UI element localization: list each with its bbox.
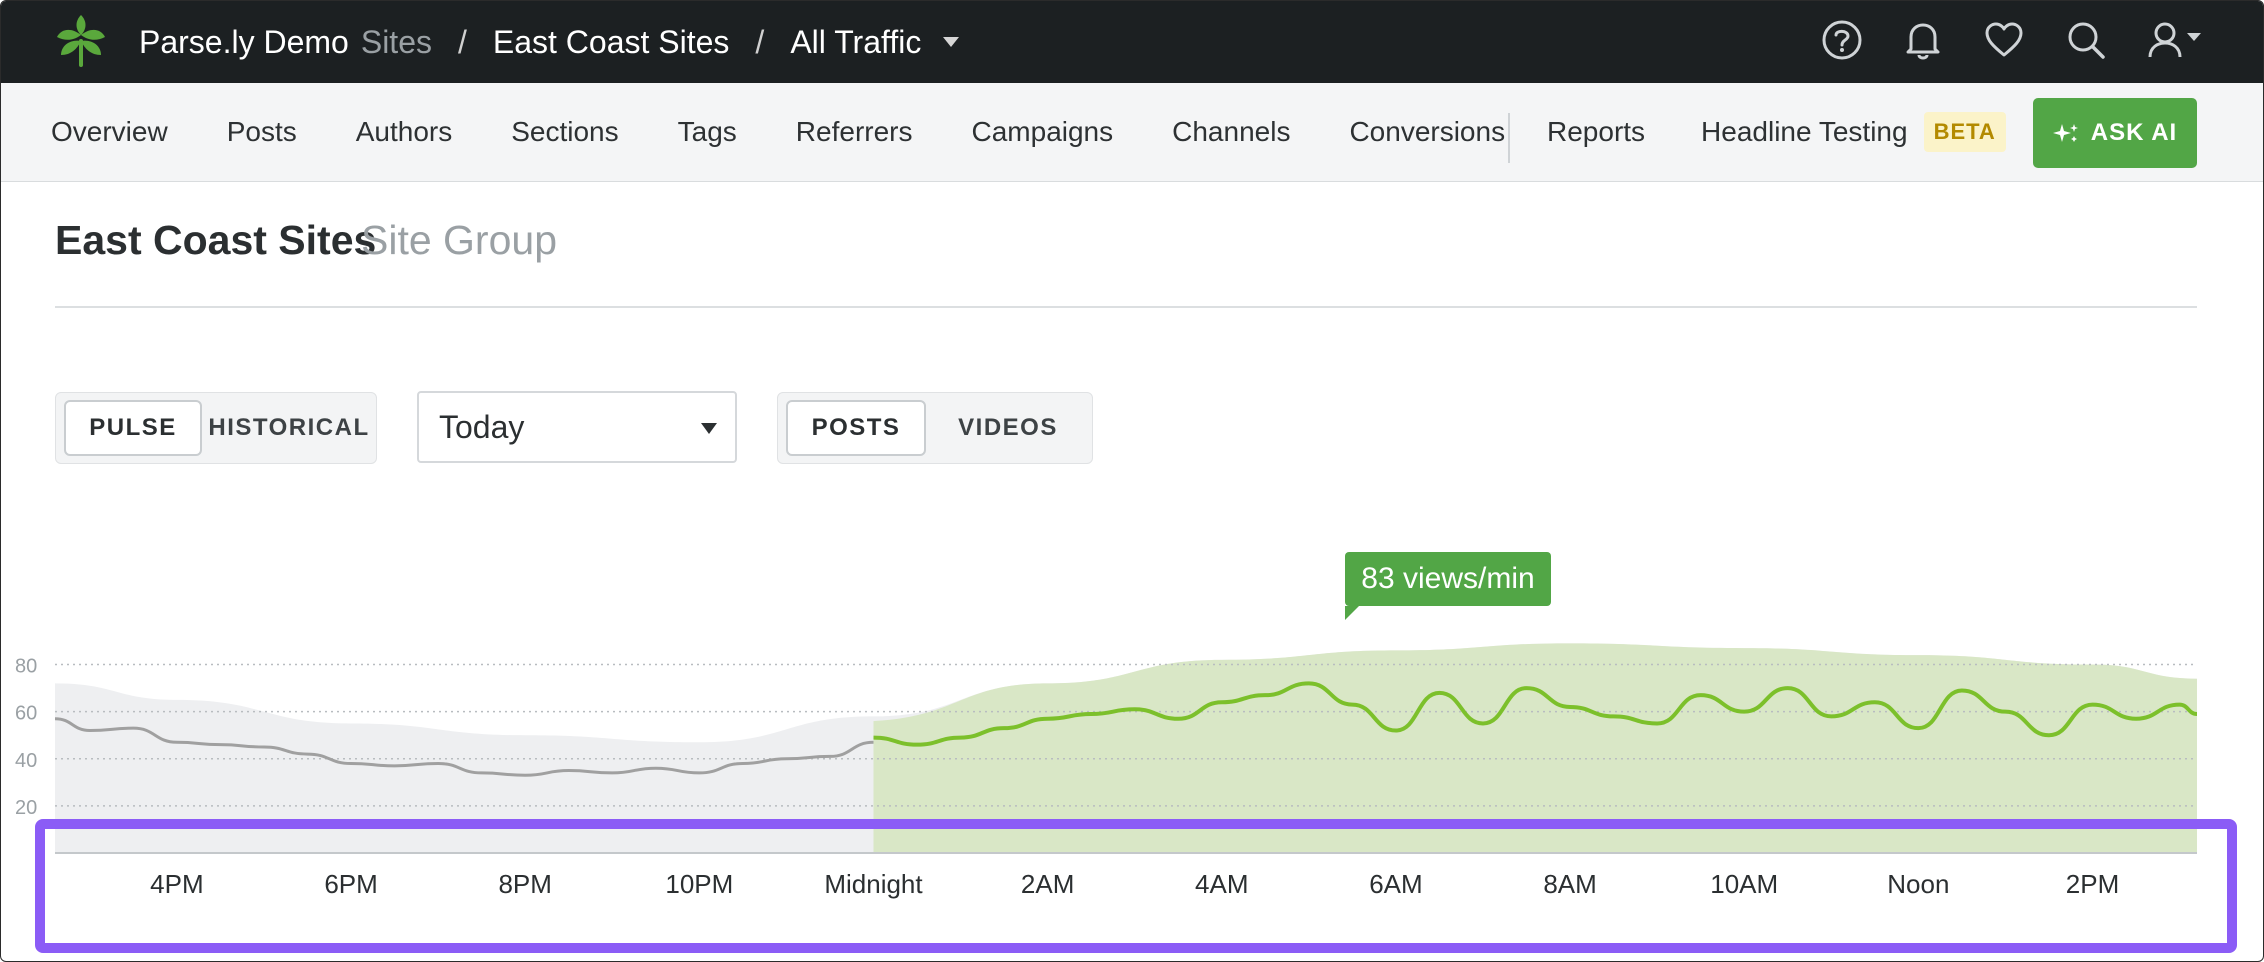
nav-tab-reports[interactable]: Reports — [1547, 116, 1646, 147]
nav-tab-channels[interactable]: Channels — [1172, 116, 1291, 147]
parsely-logo-icon[interactable] — [51, 11, 111, 69]
y-tick-label: 60 — [15, 703, 37, 725]
breadcrumb-separator: / — [457, 23, 467, 60]
site-group-crumb[interactable]: East Coast Sites — [492, 23, 730, 60]
historical-button[interactable]: HISTORICAL — [208, 414, 370, 441]
time-axis-highlight — [35, 819, 2237, 953]
nav-tab-campaigns[interactable]: Campaigns — [971, 116, 1114, 147]
mode-toggle: PULSE HISTORICAL — [55, 392, 377, 464]
nav-tab-overview[interactable]: Overview — [51, 116, 168, 147]
nav-tab-headline-testing[interactable]: Headline Testing — [1701, 116, 1908, 147]
chart-tooltip: 83 views/min — [1345, 552, 1551, 620]
help-icon[interactable] — [1821, 19, 1863, 61]
page-subtitle: Site Group — [361, 217, 557, 263]
y-tick-label: 80 — [15, 656, 37, 678]
beta-badge: BETA — [1923, 112, 2006, 152]
x-tick-label: 4PM — [150, 869, 203, 899]
x-tick-label: 8PM — [498, 869, 551, 899]
chevron-down-icon — [701, 423, 717, 434]
chevron-down-icon[interactable] — [943, 37, 960, 47]
nav-tab-conversions[interactable]: Conversions — [1349, 116, 1506, 147]
top-bar: Parse.ly Demo Sites / East Coast Sites /… — [1, 1, 2263, 83]
top-bar-icons — [1821, 19, 2203, 61]
period-select[interactable]: Today — [417, 391, 737, 463]
x-tick-label: 2PM — [2066, 869, 2119, 899]
x-tick-label: 8AM — [1543, 869, 1596, 899]
search-icon[interactable] — [2065, 19, 2107, 61]
x-tick-label: Midnight — [824, 869, 923, 899]
x-tick-label: 2AM — [1021, 869, 1074, 899]
account-sites-link[interactable]: Sites — [360, 23, 432, 60]
x-tick-label: 10PM — [665, 869, 733, 899]
sparkle-icon — [2052, 124, 2078, 142]
traffic-filter[interactable]: All Traffic — [790, 23, 922, 60]
header-divider — [55, 306, 2197, 308]
section-nav: Overview Posts Authors Sections Tags Ref… — [1, 83, 2263, 182]
breadcrumb: Parse.ly Demo Sites / East Coast Sites /… — [139, 17, 960, 67]
traffic-chart: 20 40 60 80 4PM 6PM 8PM 10PM Midnight 2AM 4AM 6AM 8A… — [15, 643, 2198, 899]
nav-secondary: Reports Headline Testing BETA — [1547, 83, 2006, 181]
today-area — [873, 643, 2197, 853]
user-icon[interactable] — [2147, 19, 2203, 61]
ask-ai-label: ASK AI — [2090, 119, 2178, 146]
nav-tabs: Overview Posts Authors Sections Tags Ref… — [51, 83, 1564, 181]
account-name[interactable]: Parse.ly Demo — [139, 23, 349, 60]
nav-tab-sections[interactable]: Sections — [511, 116, 619, 147]
breadcrumb-separator: / — [755, 23, 765, 60]
x-tick-label: 10AM — [1710, 869, 1778, 899]
page-title: East Coast Sites — [55, 217, 377, 263]
heart-icon[interactable] — [1983, 20, 2025, 60]
x-tick-label: 4AM — [1195, 869, 1248, 899]
nav-tab-referrers[interactable]: Referrers — [795, 116, 913, 147]
nav-tab-authors[interactable]: Authors — [355, 116, 453, 147]
videos-button[interactable]: VIDEOS — [958, 414, 1058, 441]
content-type-toggle: POSTS VIDEOS — [777, 392, 1093, 464]
bell-icon[interactable] — [1903, 19, 1943, 61]
pulse-button[interactable]: PULSE — [64, 400, 202, 456]
nav-tab-tags[interactable]: Tags — [677, 116, 737, 147]
y-tick-label: 20 — [15, 797, 37, 819]
period-select-value: Today — [439, 408, 525, 445]
y-tick-label: 40 — [15, 750, 37, 772]
posts-button[interactable]: POSTS — [786, 400, 926, 456]
today-series-line — [873, 681, 2198, 747]
nav-divider — [1508, 113, 1510, 163]
x-tick-label: 6PM — [324, 869, 377, 899]
x-tick-label: Noon — [1887, 869, 1949, 899]
x-tick-label: 6AM — [1369, 869, 1422, 899]
ask-ai-button[interactable]: ASK AI — [2033, 98, 2197, 168]
yesterday-series-line — [54, 717, 874, 777]
nav-tab-posts[interactable]: Posts — [226, 116, 297, 147]
